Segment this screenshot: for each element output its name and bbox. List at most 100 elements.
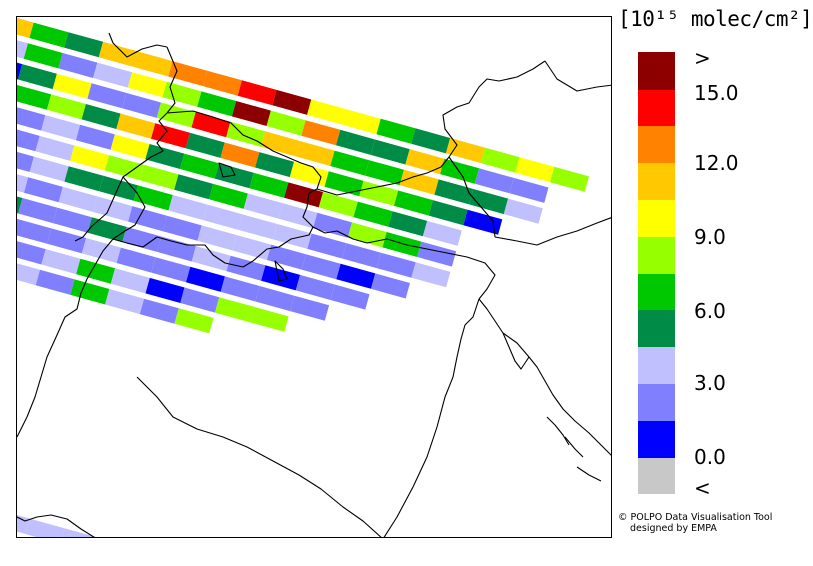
swath-pixel xyxy=(422,220,462,246)
swath-pixel xyxy=(399,169,439,195)
swath-pixel xyxy=(388,211,428,237)
swath-pixel xyxy=(197,225,237,251)
swath-pixel xyxy=(174,174,214,200)
swath-pixel xyxy=(411,262,451,288)
swath-pixel xyxy=(133,51,173,77)
map-panel xyxy=(16,16,612,538)
swath-pixel xyxy=(29,156,69,182)
legend-bin xyxy=(638,52,675,90)
credits: © POLPO Data Visualisation Tool designed… xyxy=(618,512,772,534)
swath-pixel xyxy=(17,129,40,152)
swath-pixel xyxy=(255,286,295,312)
swath-pixel xyxy=(231,101,271,126)
swath-pixel xyxy=(260,131,300,157)
border-line xyxy=(448,156,496,238)
swath-pixel xyxy=(318,192,358,218)
swath-pixel xyxy=(157,236,196,262)
swath-pixel xyxy=(243,193,283,219)
swath-pixel xyxy=(220,142,260,168)
island xyxy=(564,436,584,458)
swath-pixel xyxy=(480,147,520,173)
legend-label-12: 12.0 xyxy=(694,151,739,175)
swath-pixel xyxy=(23,43,63,69)
swath-pixel xyxy=(191,112,231,138)
swath-pixel xyxy=(515,157,555,183)
swath-pixel xyxy=(87,217,127,243)
swath-pixel xyxy=(289,161,329,187)
legend-label-9: 9.0 xyxy=(694,225,726,249)
legend-bin xyxy=(638,273,675,311)
legend-bin xyxy=(638,126,675,164)
swath-pixel xyxy=(110,134,150,160)
swath-pixel xyxy=(151,257,191,283)
swath-pixel xyxy=(255,152,295,178)
swath-pixel xyxy=(17,107,46,131)
swath-pixel xyxy=(93,196,133,222)
swath-pixel xyxy=(76,258,116,284)
swath-pixel xyxy=(18,64,57,90)
swath-pixel xyxy=(122,92,161,118)
swath-pixel xyxy=(81,238,121,263)
swath-pixel xyxy=(215,297,254,323)
legend-label-0: 0.0 xyxy=(694,445,726,469)
legend-label-15: 15.0 xyxy=(694,81,739,105)
legend-bin xyxy=(638,89,675,127)
swath-pixel xyxy=(365,160,404,186)
swath-pixel xyxy=(359,180,399,206)
map-canvas xyxy=(17,17,611,537)
border-line xyxy=(74,46,178,242)
border-line xyxy=(494,217,611,246)
swath-pixel xyxy=(307,233,347,259)
swath-pixel xyxy=(209,183,248,209)
legend-label-gt: > xyxy=(694,46,711,70)
swath-pixel xyxy=(162,81,202,107)
border-line xyxy=(166,110,322,194)
swath-pixel xyxy=(272,89,312,115)
swath-pixel xyxy=(99,175,139,201)
swath-pixel xyxy=(151,123,190,149)
swath-pixel xyxy=(93,62,133,88)
swath-pixel xyxy=(249,172,289,198)
swath-pixel xyxy=(214,163,254,189)
swath-pixel xyxy=(17,263,40,286)
swath-pixel xyxy=(417,241,457,267)
swath-pixel xyxy=(70,145,110,171)
swath-pixel xyxy=(41,249,81,275)
swath-pixel xyxy=(434,179,474,205)
swath-pixel xyxy=(17,218,52,244)
swath-pixel xyxy=(324,171,364,197)
swath-pixel xyxy=(405,149,445,175)
swath-pixel xyxy=(550,166,589,192)
satellite-swath-layer xyxy=(17,17,589,537)
swath-pixel xyxy=(25,518,65,537)
swath-pixel xyxy=(122,226,162,252)
swath-pixel xyxy=(371,273,410,299)
swath-pixel xyxy=(58,53,98,78)
swath-pixel xyxy=(105,289,145,315)
swath-pixel xyxy=(191,246,231,272)
swath-pixel xyxy=(237,80,277,106)
swath-pixel xyxy=(301,120,341,146)
legend-bin xyxy=(638,383,675,421)
swath-pixel xyxy=(237,214,277,240)
swath-pixel xyxy=(376,252,416,278)
swath-pixel xyxy=(145,277,185,303)
swath-pixel xyxy=(284,182,324,208)
legend-label-3: 3.0 xyxy=(694,371,726,395)
swath-pixel xyxy=(145,144,185,169)
swath-pixel xyxy=(17,62,23,80)
swath-pixel xyxy=(70,279,110,305)
swath-pixel xyxy=(58,186,98,212)
swath-pixel xyxy=(18,198,58,224)
swath-pixel xyxy=(110,268,150,294)
swath-pixel xyxy=(185,132,225,158)
swath-pixel xyxy=(428,200,468,226)
legend-bin xyxy=(638,310,675,348)
swath-pixel xyxy=(17,174,29,193)
swath-pixel xyxy=(266,110,306,136)
lake xyxy=(218,162,236,178)
legend-bin xyxy=(638,346,675,385)
coastline xyxy=(502,332,611,456)
swath-pixel xyxy=(17,40,28,59)
swath-pixel xyxy=(17,241,46,265)
